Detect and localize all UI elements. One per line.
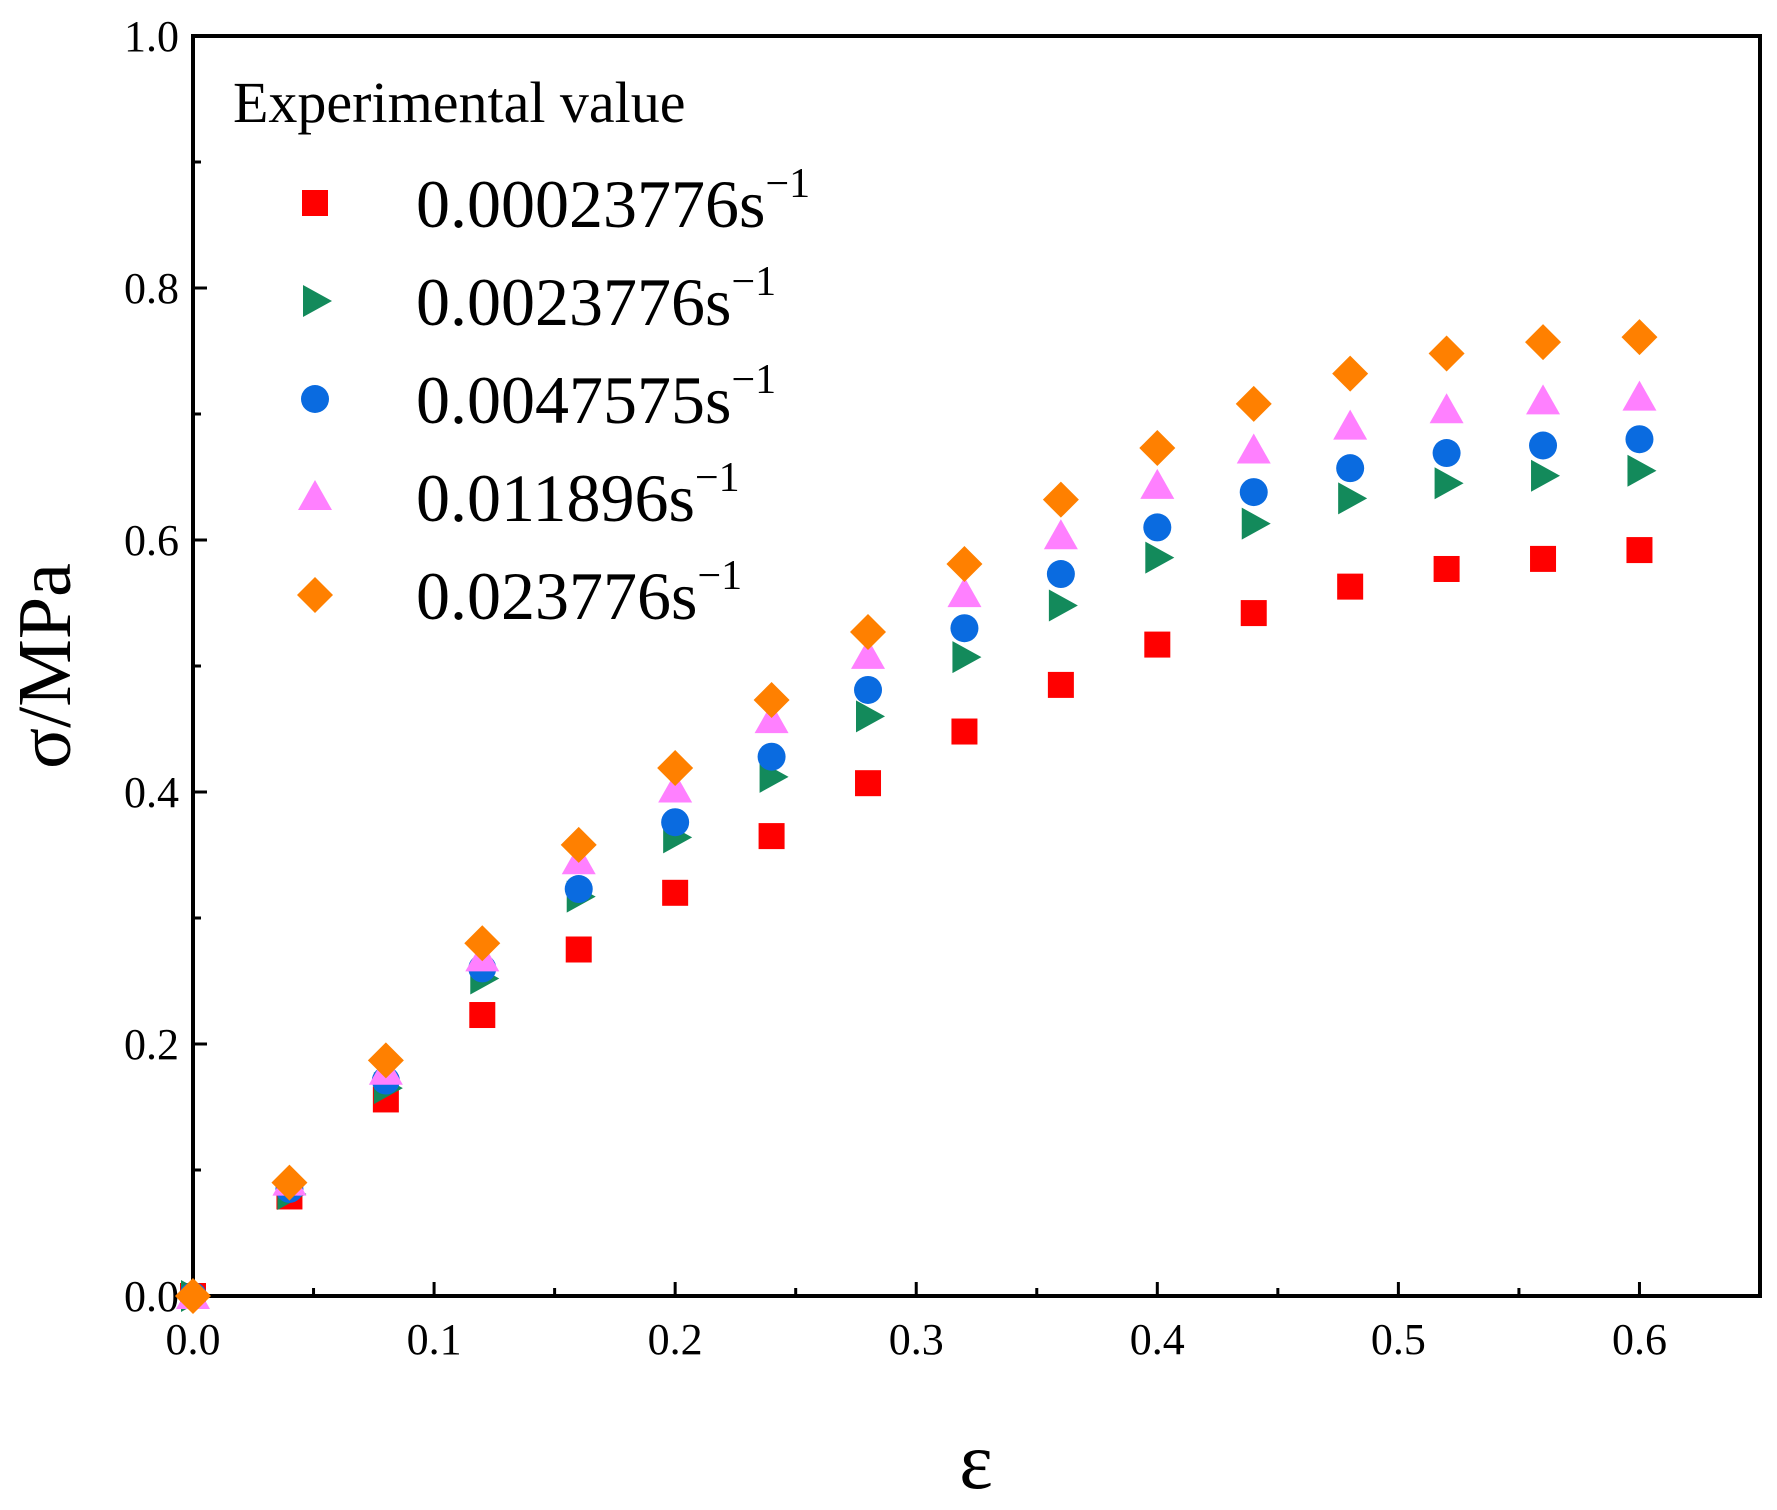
data-point <box>1332 355 1369 392</box>
data-point <box>950 614 979 643</box>
data-point <box>1337 573 1364 600</box>
data-point <box>565 936 592 963</box>
data-point <box>1144 631 1171 658</box>
data-point <box>271 1164 308 1201</box>
data-point <box>175 1278 211 1314</box>
data-point <box>946 545 983 582</box>
data-point <box>1621 319 1658 356</box>
data-point <box>1338 482 1368 515</box>
legend-label: 0.011896s−1 <box>416 455 740 536</box>
x-tick-label: 0.0 <box>166 1315 221 1364</box>
data-point <box>1526 384 1561 415</box>
legend-label: 0.0023776s−1 <box>416 259 776 340</box>
data-point <box>1429 393 1464 424</box>
data-point <box>1432 439 1461 468</box>
data-point <box>855 770 882 797</box>
data-point <box>1140 468 1175 499</box>
series-triangle-right <box>181 454 1657 1312</box>
data-point <box>757 742 786 771</box>
y-axis-label: σ/MPa <box>3 563 87 769</box>
data-point <box>947 577 982 608</box>
data-point <box>1622 380 1657 411</box>
data-points <box>175 319 1658 1314</box>
x-tick-label: 0.6 <box>1612 1315 1667 1364</box>
data-point <box>1241 507 1271 540</box>
legend-label: 0.0047575s−1 <box>416 357 776 438</box>
legend-marker-circle <box>301 385 329 413</box>
legend-label: 0.00023776s−1 <box>416 161 810 242</box>
data-point <box>1048 589 1078 622</box>
data-point <box>1143 513 1172 542</box>
data-point <box>661 808 690 837</box>
legend-marker-diamond <box>297 577 333 613</box>
data-point <box>1428 335 1465 372</box>
data-point <box>850 613 887 650</box>
data-point <box>1433 555 1460 582</box>
x-tick-label: 0.5 <box>1371 1315 1426 1364</box>
data-point <box>1626 537 1653 564</box>
data-point <box>1529 431 1558 460</box>
data-point <box>1236 433 1271 464</box>
data-point <box>367 1042 404 1079</box>
data-point <box>753 682 790 719</box>
data-point <box>1525 324 1562 361</box>
data-point <box>1235 385 1272 422</box>
data-point <box>658 772 693 803</box>
data-point <box>560 826 597 863</box>
series-triangle-up <box>176 380 1657 1309</box>
data-point <box>1333 409 1368 440</box>
data-point <box>1625 425 1654 454</box>
data-point <box>1531 459 1561 492</box>
legend: Experimental value 0.00023776s−1 0.002377… <box>233 70 810 634</box>
data-point <box>851 638 886 669</box>
data-point <box>1434 467 1464 500</box>
y-tick-label: 0.0 <box>124 1272 179 1321</box>
legend-title: Experimental value <box>233 70 686 135</box>
data-point <box>1239 478 1268 507</box>
data-point <box>854 675 883 704</box>
legend-marker-square <box>302 190 328 216</box>
data-point <box>1530 545 1557 572</box>
series-diamond <box>175 319 1658 1314</box>
data-point <box>1046 560 1075 589</box>
data-point <box>1042 481 1079 518</box>
data-point <box>662 879 689 906</box>
data-point <box>1047 671 1074 698</box>
x-axis-label: ε <box>959 1418 993 1506</box>
y-tick-label: 1.0 <box>124 12 179 61</box>
x-tick-label: 0.1 <box>407 1315 462 1364</box>
data-point <box>754 703 789 734</box>
data-point <box>758 823 785 850</box>
series-square <box>180 537 1653 1309</box>
data-point <box>1627 454 1657 487</box>
y-tick-label: 0.8 <box>124 264 179 313</box>
data-point <box>951 718 978 745</box>
x-tick-label: 0.2 <box>648 1315 703 1364</box>
y-tick-label: 0.6 <box>124 516 179 565</box>
x-tick-label: 0.3 <box>889 1315 944 1364</box>
data-point <box>856 700 886 733</box>
data-point <box>464 925 501 962</box>
x-axis: 0.0 0.1 0.2 0.3 0.4 0.5 0.6 <box>166 1282 1667 1364</box>
data-point <box>564 875 593 904</box>
y-tick-label: 0.2 <box>124 1020 179 1069</box>
data-point <box>1145 541 1175 574</box>
data-point <box>1043 519 1078 550</box>
x-tick-label: 0.4 <box>1130 1315 1185 1364</box>
data-point <box>1336 454 1365 483</box>
data-point <box>657 750 694 787</box>
legend-marker-triangle-right <box>303 285 332 317</box>
series-circle <box>179 425 1654 1310</box>
data-point <box>952 641 982 674</box>
legend-label: 0.023776s−1 <box>416 553 742 634</box>
y-axis: 0.0 0.2 0.4 0.6 0.8 1.0 <box>124 12 207 1321</box>
data-point <box>1139 430 1176 467</box>
data-point <box>469 1002 496 1029</box>
y-tick-label: 0.4 <box>124 768 179 817</box>
data-point <box>1240 600 1267 627</box>
legend-marker-triangle-up <box>298 480 332 510</box>
